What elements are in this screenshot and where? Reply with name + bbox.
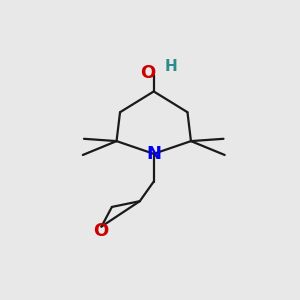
Text: O: O: [93, 222, 108, 240]
Text: O: O: [140, 64, 156, 82]
Text: N: N: [146, 145, 161, 163]
Text: H: H: [165, 59, 178, 74]
